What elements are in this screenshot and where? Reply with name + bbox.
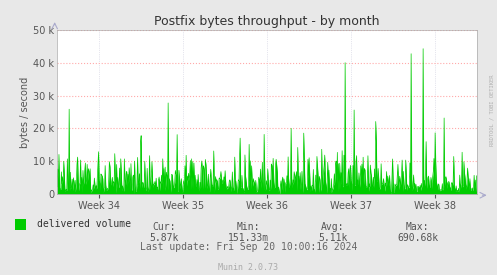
- Text: Avg:: Avg:: [321, 222, 345, 232]
- Text: Max:: Max:: [406, 222, 429, 232]
- Text: delivered volume: delivered volume: [37, 219, 131, 229]
- Text: 5.87k: 5.87k: [149, 233, 179, 243]
- Y-axis label: bytes / second: bytes / second: [20, 76, 30, 148]
- Text: 151.33m: 151.33m: [228, 233, 269, 243]
- Text: RRDTOOL / TOBI OETIKER: RRDTOOL / TOBI OETIKER: [490, 74, 495, 146]
- Text: 5.11k: 5.11k: [318, 233, 348, 243]
- Text: Last update: Fri Sep 20 10:00:16 2024: Last update: Fri Sep 20 10:00:16 2024: [140, 242, 357, 252]
- Title: Postfix bytes throughput - by month: Postfix bytes throughput - by month: [155, 15, 380, 28]
- Text: Cur:: Cur:: [152, 222, 176, 232]
- Text: Munin 2.0.73: Munin 2.0.73: [219, 263, 278, 271]
- Text: 690.68k: 690.68k: [397, 233, 438, 243]
- Text: Min:: Min:: [237, 222, 260, 232]
